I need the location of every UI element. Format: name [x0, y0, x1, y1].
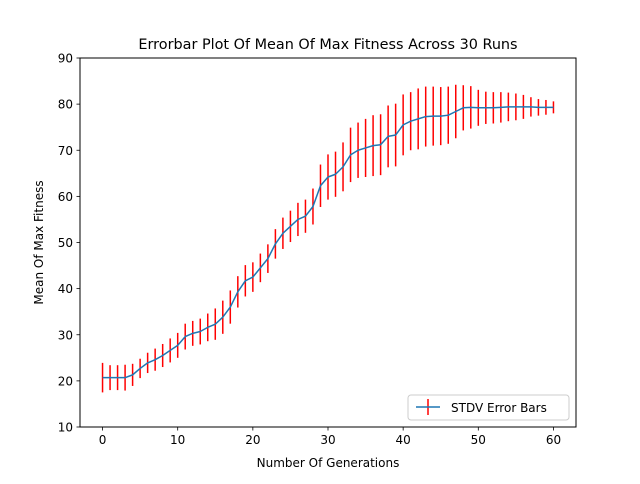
y-tick-label: 50: [58, 236, 73, 250]
x-tick-label: 50: [471, 433, 486, 447]
y-tick-label: 20: [58, 374, 73, 388]
x-tick-label: 40: [396, 433, 411, 447]
legend-frame: [407, 394, 570, 421]
y-axis-label: Mean Of Max Fitness: [32, 180, 46, 304]
y-tick-label: 40: [58, 282, 73, 296]
x-tick-label: 10: [170, 433, 185, 447]
data-marks: [101, 84, 555, 393]
legend: STDV Error Bars: [407, 394, 570, 421]
chart-title: Errorbar Plot Of Mean Of Max Fitness Acr…: [138, 37, 517, 53]
x-tick-label: 0: [99, 433, 107, 447]
y-tick-label: 70: [58, 144, 73, 158]
y-tick-label: 80: [58, 98, 73, 112]
y-axis: 10 20 30 40 50 60 70 80 90: [58, 52, 80, 435]
legend-label: STDV Error Bars: [451, 401, 547, 415]
y-tick-label: 90: [58, 52, 73, 66]
y-tick-label: 60: [58, 190, 73, 204]
x-axis-label: Number Of Generations: [257, 456, 400, 470]
y-tick-label: 10: [58, 421, 73, 435]
x-tick-label: 30: [320, 433, 335, 447]
x-tick-label: 60: [546, 433, 561, 447]
x-tick-label: 20: [245, 433, 260, 447]
x-axis: 0 10 20 30 40 50 60: [99, 427, 561, 447]
y-tick-label: 30: [58, 328, 73, 342]
plot-area: [101, 84, 555, 393]
mean-line: [102, 106, 554, 379]
